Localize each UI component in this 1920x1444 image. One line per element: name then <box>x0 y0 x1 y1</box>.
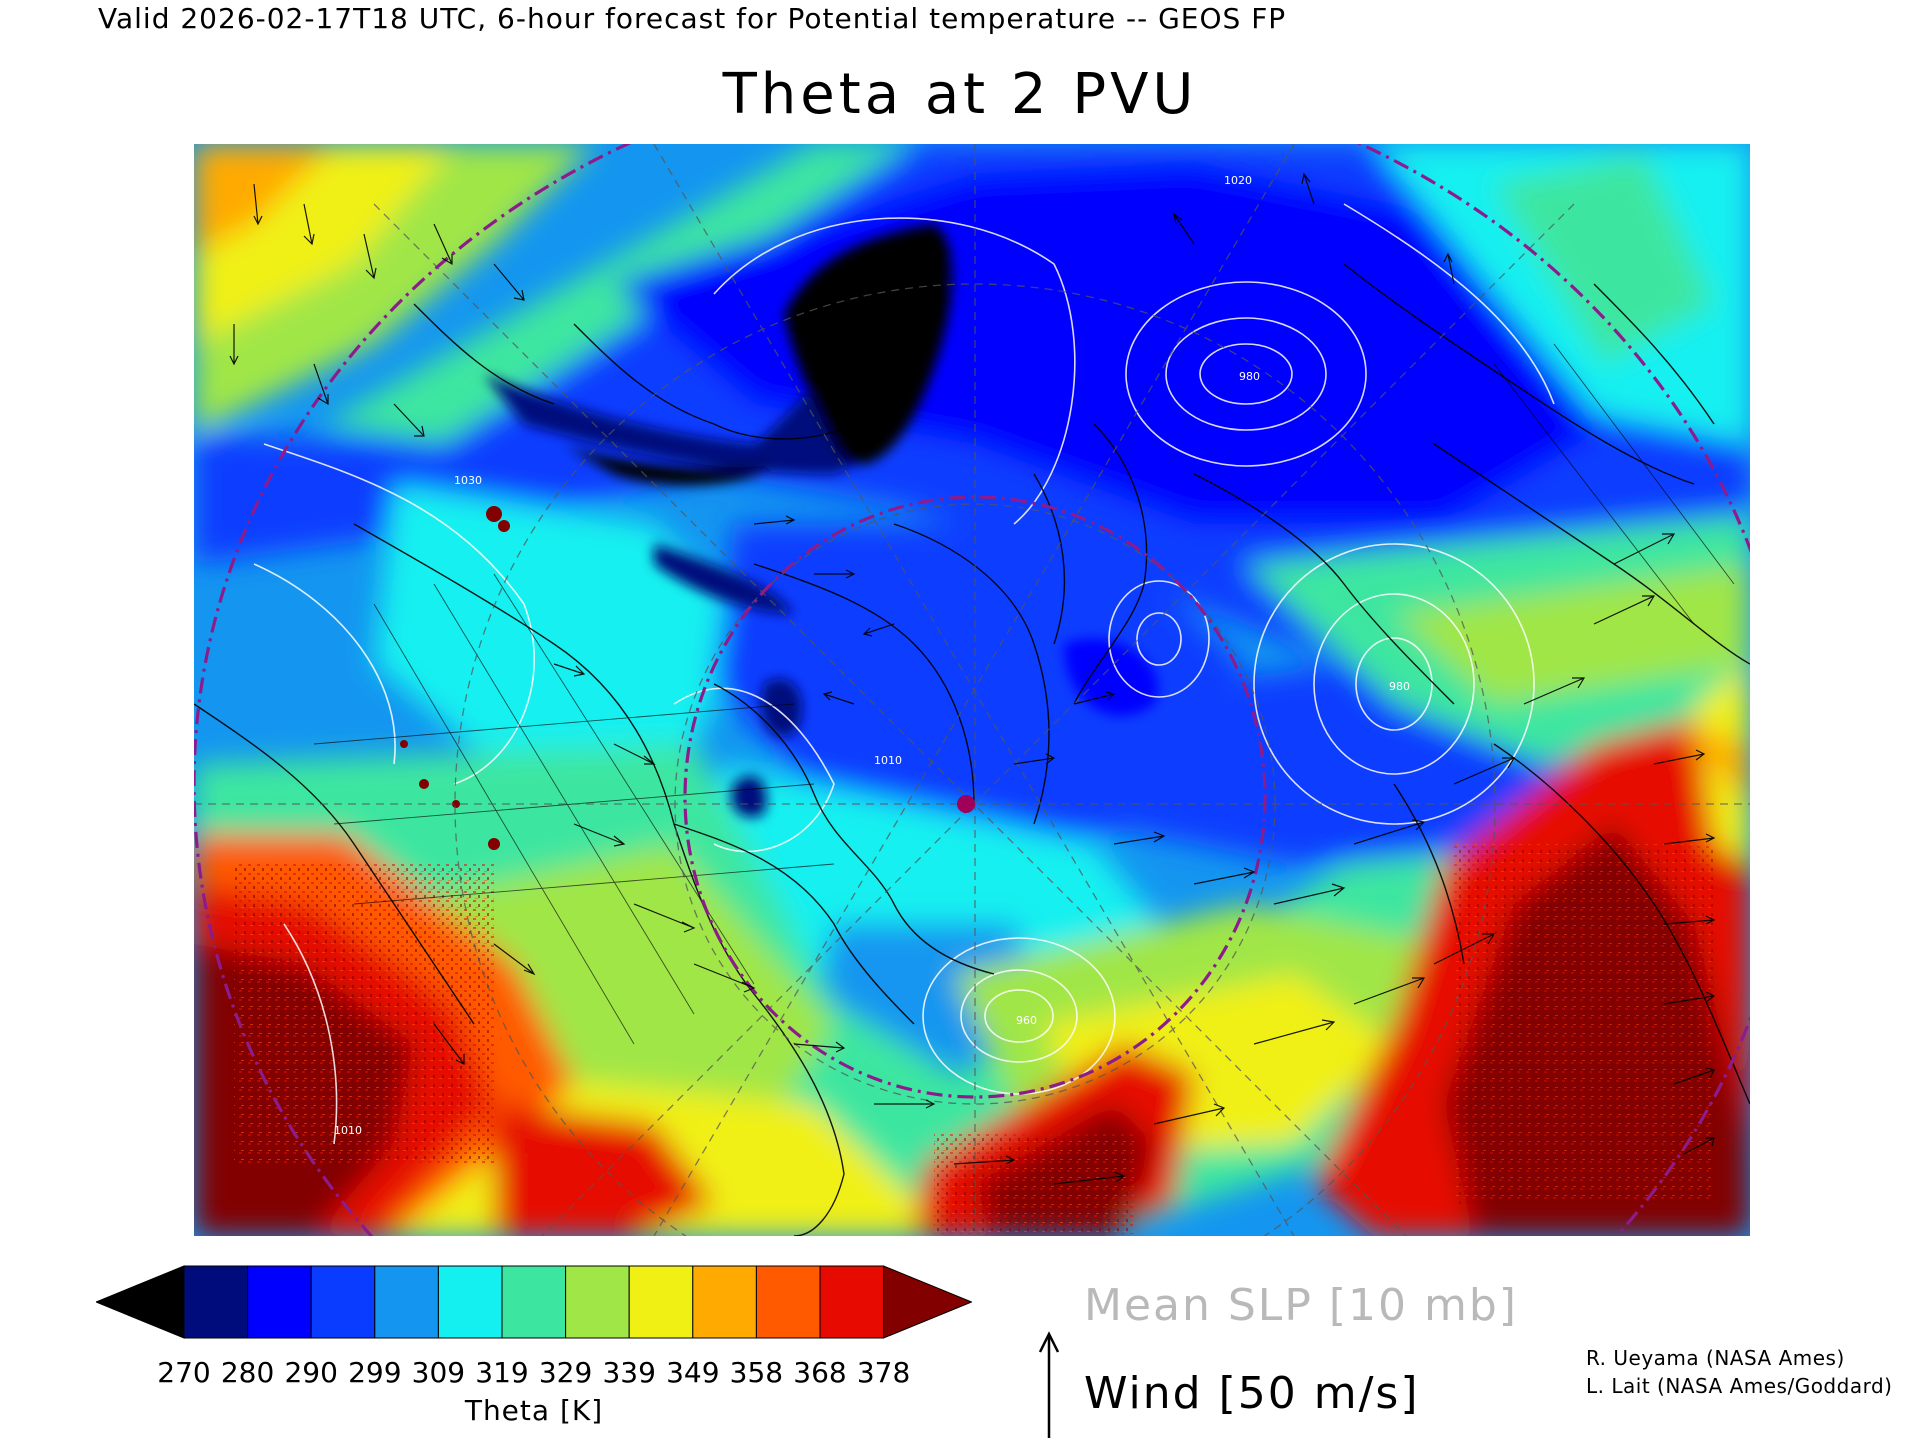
slp-label: 1010 <box>334 1124 362 1137</box>
colorbar-tick: 319 <box>475 1356 529 1389</box>
colorbar-tick: 270 <box>157 1356 211 1389</box>
wind-legend: Wind [50 m/s] <box>1084 1368 1420 1419</box>
colorbar-segment <box>819 1265 885 1339</box>
credit-line-1: R. Ueyama (NASA Ames) <box>1586 1346 1845 1370</box>
colorbar-tick: 378 <box>856 1356 911 1389</box>
slp-legend: Mean SLP [10 mb] <box>1084 1280 1518 1331</box>
colorbar-tick: 280 <box>220 1356 275 1389</box>
forecast-valid-line: Valid 2026-02-17T18 UTC, 6-hour forecast… <box>98 2 1287 35</box>
colorbar-tick: 368 <box>793 1356 847 1389</box>
colorbar-tick: 329 <box>538 1356 593 1389</box>
colorbar-tick: 290 <box>284 1356 338 1389</box>
slp-label: 1010 <box>874 754 902 767</box>
colorbar-label: Theta [K] <box>464 1394 604 1427</box>
slp-label: 1030 <box>454 474 482 487</box>
colorbar-tick: 339 <box>602 1356 656 1389</box>
colorbar-segment <box>692 1265 757 1339</box>
colorbar-segment <box>883 1265 973 1339</box>
colorbar-segment <box>94 1265 185 1339</box>
colorbar-segment <box>437 1265 503 1339</box>
colorbar-segment <box>565 1265 630 1339</box>
colorbar-segment <box>755 1265 821 1339</box>
colorbar-segment <box>374 1265 439 1339</box>
colorbar-segment <box>628 1265 694 1339</box>
theta-map: 980 980 960 1010 1020 1030 1010 <box>194 144 1750 1236</box>
wind-arrow-icon <box>1036 1330 1062 1444</box>
colorbar-segment <box>183 1265 249 1339</box>
slp-label: 980 <box>1239 370 1260 383</box>
theta-colorbar <box>94 1264 973 1340</box>
colorbar-segment <box>310 1265 376 1339</box>
colorbar-tick: 309 <box>411 1356 466 1389</box>
slp-label: 1020 <box>1224 174 1252 187</box>
credit-line-2: L. Lait (NASA Ames/Goddard) <box>1586 1374 1893 1398</box>
colorbar-tick: 358 <box>729 1356 784 1389</box>
pole-marker <box>957 795 975 813</box>
map-title: Theta at 2 PVU <box>722 62 1198 127</box>
slp-label: 980 <box>1389 680 1410 693</box>
colorbar-segment <box>501 1265 567 1339</box>
colorbar-tick: 349 <box>666 1356 720 1389</box>
colorbar-segment <box>247 1265 312 1339</box>
colorbar-tick: 299 <box>348 1356 402 1389</box>
slp-label: 960 <box>1016 1014 1037 1027</box>
